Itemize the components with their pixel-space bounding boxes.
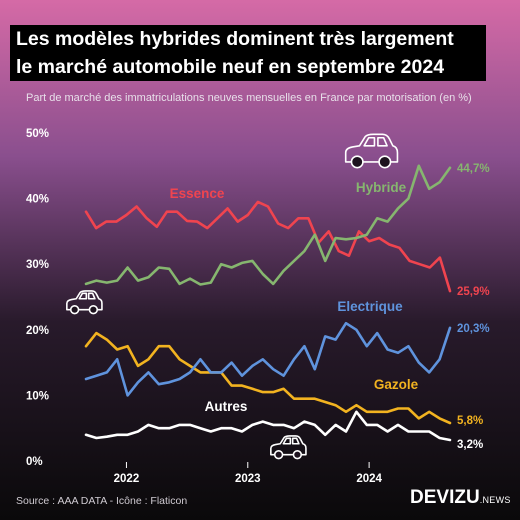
x-tick-label: 2023: [235, 473, 261, 485]
series-line-autres: [84, 410, 452, 442]
end-value-electrique: 20,3%: [457, 323, 490, 335]
car-icon: [66, 290, 103, 315]
series-label-electrique: Electrique: [337, 299, 403, 314]
series-line-electrique: [84, 321, 452, 397]
car-icon: [344, 133, 399, 169]
y-tick-label: 50%: [26, 128, 49, 140]
title-line-1: Les modèles hybrides dominent très large…: [10, 25, 486, 53]
y-tick-label: 40%: [26, 194, 49, 206]
series-line-essence: [84, 200, 452, 293]
x-tick-label: 2024: [356, 473, 382, 485]
car-icon: [270, 435, 307, 460]
y-tick-label: 0%: [26, 456, 43, 468]
brand-logo: DEVIZU.NEWS: [410, 487, 511, 509]
source-note: Source : AAA DATA - Icône : Flaticon: [16, 495, 188, 507]
chart-subtitle: Part de marché des immatriculations neuv…: [26, 92, 472, 104]
y-tick-label: 30%: [26, 259, 49, 271]
y-tick-label: 10%: [26, 390, 49, 402]
y-tick-label: 20%: [26, 325, 49, 337]
series-label-hybride: Hybride: [356, 180, 407, 195]
x-tick-label: 2022: [114, 473, 140, 485]
series-line-hybride: [84, 164, 452, 286]
title-line-2: le marché automobile neuf en septembre 2…: [10, 53, 486, 81]
end-value-autres: 3,2%: [457, 439, 483, 451]
brand-suffix: .NEWS: [479, 495, 511, 505]
end-value-hybride: 44,7%: [457, 163, 490, 175]
series-label-autres: Autres: [205, 399, 248, 414]
series-line-gazole: [84, 331, 452, 425]
brand-name: DEVIZU: [410, 487, 480, 508]
end-value-essence: 25,9%: [457, 286, 490, 298]
series-label-essence: Essence: [170, 186, 225, 201]
end-value-gazole: 5,8%: [457, 415, 483, 427]
series-label-gazole: Gazole: [374, 377, 419, 392]
